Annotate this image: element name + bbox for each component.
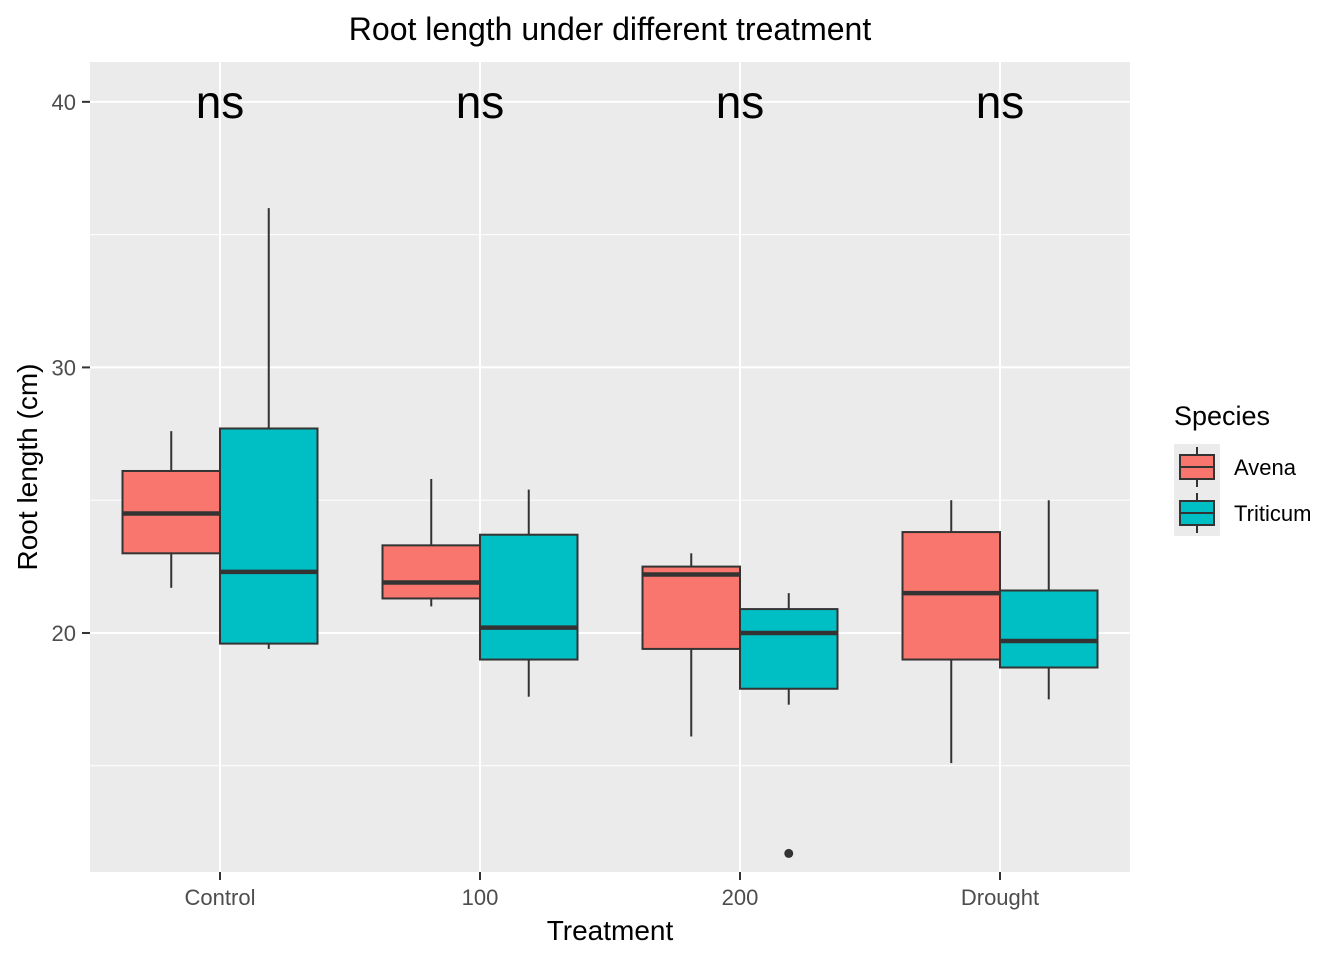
y-axis: 20 30 40 [52,90,90,646]
x-tick-label: 200 [722,885,759,910]
box-avena-control [121,431,221,588]
y-tick-label: 30 [52,355,76,380]
y-tick-label: 20 [52,621,76,646]
box-triticum-100 [479,489,579,697]
box-body [999,589,1099,669]
box-body [901,531,1001,661]
significance-annotations: ns ns ns ns [196,76,1025,128]
significance-label: ns [716,76,765,128]
legend-key-avena [1179,447,1215,487]
legend-label-triticum: Triticum [1234,501,1311,526]
box-body [219,427,319,645]
box-avena-100 [381,478,481,607]
box-body [641,565,741,650]
legend-label-avena: Avena [1234,455,1297,480]
x-axis-title: Treatment [547,915,674,946]
x-tick-label: Control [185,885,256,910]
y-tick-label: 40 [52,90,76,115]
box-body [479,533,579,661]
chart-title: Root length under different treatment [349,11,872,47]
box-body [381,544,481,600]
box-series [121,208,1099,858]
legend-key-triticum [1179,493,1215,533]
significance-label: ns [456,76,505,128]
legend-title: Species [1174,401,1270,431]
x-axis: Control 100 200 Drought [185,872,1039,910]
box-triticum-200 [739,593,839,858]
box-triticum-drought [999,500,1099,700]
box-body [739,608,839,690]
significance-label: ns [976,76,1025,128]
outlier-point [784,848,794,858]
legend: Species Avena Triticum [1174,401,1311,536]
x-tick-label: Drought [961,885,1039,910]
box-triticum-control [219,208,319,649]
y-axis-title: Root length (cm) [12,364,43,571]
x-tick-label: 100 [462,885,499,910]
box-avena-drought [901,500,1001,764]
box-avena-200 [641,553,741,737]
significance-label: ns [196,76,245,128]
